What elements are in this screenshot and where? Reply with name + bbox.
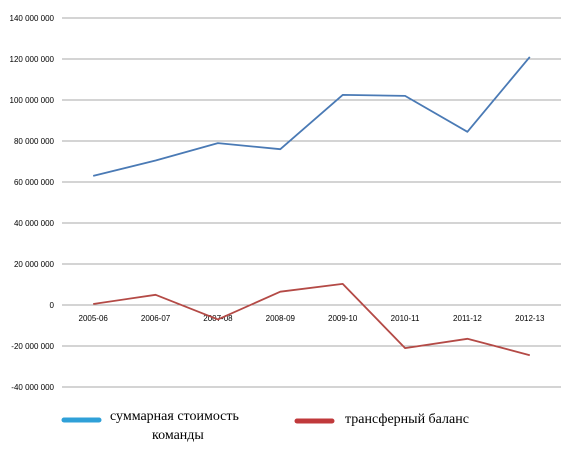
x-tick-label: 2005-06: [79, 314, 109, 323]
y-tick-label: 80 000 000: [14, 137, 55, 146]
x-axis-tick-labels: 2005-06 2006-07 2007-08 2008-09 2009-10 2010-…: [79, 314, 546, 323]
x-tick-label: 2012-13: [515, 314, 545, 323]
y-tick-label: 140 000 000: [10, 14, 55, 23]
y-tick-label: 0: [50, 301, 55, 310]
y-tick-label: -40 000 000: [11, 383, 54, 392]
x-tick-label: 2009-10: [328, 314, 358, 323]
x-tick-label: 2011-12: [453, 314, 482, 323]
gridlines: [62, 17, 561, 388]
y-tick-label: 60 000 000: [14, 178, 55, 187]
y-tick-label: 20 000 000: [14, 260, 55, 269]
legend-label-transfer-balance: трансферный баланс: [345, 412, 469, 427]
y-tick-label: 100 000 000: [10, 96, 55, 105]
y-tick-label: 120 000 000: [10, 55, 55, 64]
x-tick-label: 2008-09: [266, 314, 296, 323]
series-line-transfer-balance: [93, 282, 531, 357]
legend: суммарная стоимость команды трансферный …: [61, 409, 469, 443]
y-tick-label: 40 000 000: [14, 219, 55, 228]
y-axis-tick-labels: 140 000 000 120 000 000 100 000 000 80 000 …: [10, 14, 55, 392]
y-tick-label: -20 000 000: [11, 342, 54, 351]
legend-label-team-value-line1: суммарная стоимость: [110, 409, 239, 424]
series-lines: [92, 56, 531, 357]
legend-label-team-value-line2: команды: [152, 428, 204, 443]
x-tick-label: 2010-11: [391, 314, 420, 323]
series-line-team-value: [92, 56, 531, 177]
x-tick-label: 2006-07: [141, 314, 171, 323]
